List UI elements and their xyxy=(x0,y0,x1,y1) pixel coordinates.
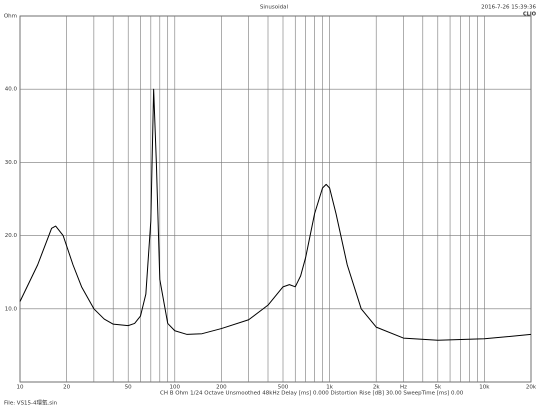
plot-frame xyxy=(19,15,532,383)
x-tick-label: 5k xyxy=(434,385,441,391)
impedance-curve xyxy=(19,88,532,341)
x-tick-label: 10k xyxy=(479,385,490,391)
x-tick-label: 200 xyxy=(216,385,227,391)
x-tick-label: 20 xyxy=(63,385,70,391)
title: Sinusoidal xyxy=(260,5,289,11)
timestamp: 2016-7-26 15:39:36 xyxy=(481,5,536,11)
x-tick-label: 500 xyxy=(278,385,289,391)
x-tick-label: 20k xyxy=(526,385,537,391)
x-tick-label: 100 xyxy=(170,385,181,391)
y-tick-label: 20.0 xyxy=(5,233,18,239)
x-tick-label: 1k xyxy=(326,385,333,391)
y-tick-label: Ohm xyxy=(4,14,17,20)
y-tick-label: 40.0 xyxy=(5,87,18,93)
x-tick-label: 2k xyxy=(373,385,380,391)
y-tick-label: 10.0 xyxy=(5,306,18,312)
y-tick-label: 30.0 xyxy=(5,160,18,166)
status-line: CH B Ohm 1/24 Octave Unsmoothed 48kHz De… xyxy=(160,391,464,397)
file-name: File: VS15-4環氧.sin xyxy=(4,399,58,407)
brand: CLIO xyxy=(523,12,536,18)
x-tick-label: 10 xyxy=(17,385,24,391)
x-tick-label: Hz xyxy=(400,385,407,391)
x-tick-label: 50 xyxy=(125,385,132,391)
